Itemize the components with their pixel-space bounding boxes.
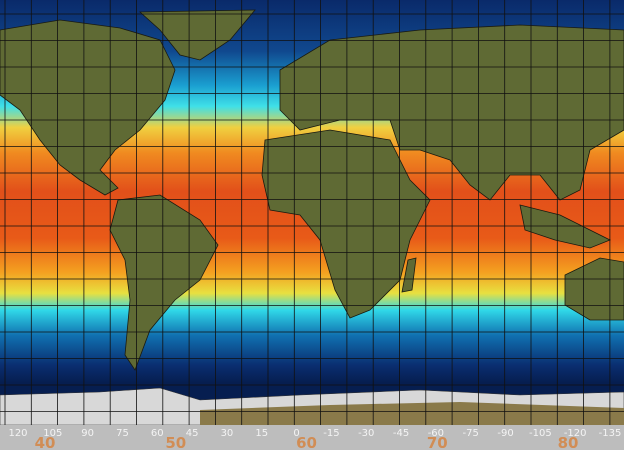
longitude-label: 0 xyxy=(293,428,299,439)
overlay-label: 70 xyxy=(427,434,448,450)
label-strip xyxy=(0,425,624,450)
longitude-label: 120 xyxy=(8,428,27,439)
longitude-label: -60 xyxy=(428,428,444,439)
africa xyxy=(261,129,431,319)
longitude-label: 15 xyxy=(255,428,268,439)
overlay-label: 60 xyxy=(296,434,317,450)
australia xyxy=(564,257,624,321)
south-america xyxy=(109,194,219,371)
longitude-label: 75 xyxy=(116,428,129,439)
overlay-label: 40 xyxy=(35,434,56,450)
longitude-label: -135 xyxy=(599,428,622,439)
longitude-label: 45 xyxy=(186,428,199,439)
longitude-label: -120 xyxy=(564,428,587,439)
longitude-label: 105 xyxy=(43,428,62,439)
antarctica-terrain xyxy=(200,402,624,425)
longitude-label: 60 xyxy=(151,428,164,439)
longitude-label: 30 xyxy=(221,428,234,439)
longitude-label: -105 xyxy=(529,428,552,439)
longitude-label: 90 xyxy=(81,428,94,439)
north-america xyxy=(0,19,176,196)
longitude-label: -15 xyxy=(323,428,339,439)
indonesia xyxy=(519,204,611,249)
madagascar xyxy=(401,257,417,293)
graticule xyxy=(0,0,624,425)
longitude-label: -75 xyxy=(463,428,479,439)
overlay-label: 80 xyxy=(558,434,579,450)
longitude-label: -30 xyxy=(358,428,374,439)
longitude-label: -90 xyxy=(497,428,513,439)
longitude-label: -45 xyxy=(393,428,409,439)
greenland xyxy=(138,9,256,61)
overlay-label: 50 xyxy=(165,434,186,450)
